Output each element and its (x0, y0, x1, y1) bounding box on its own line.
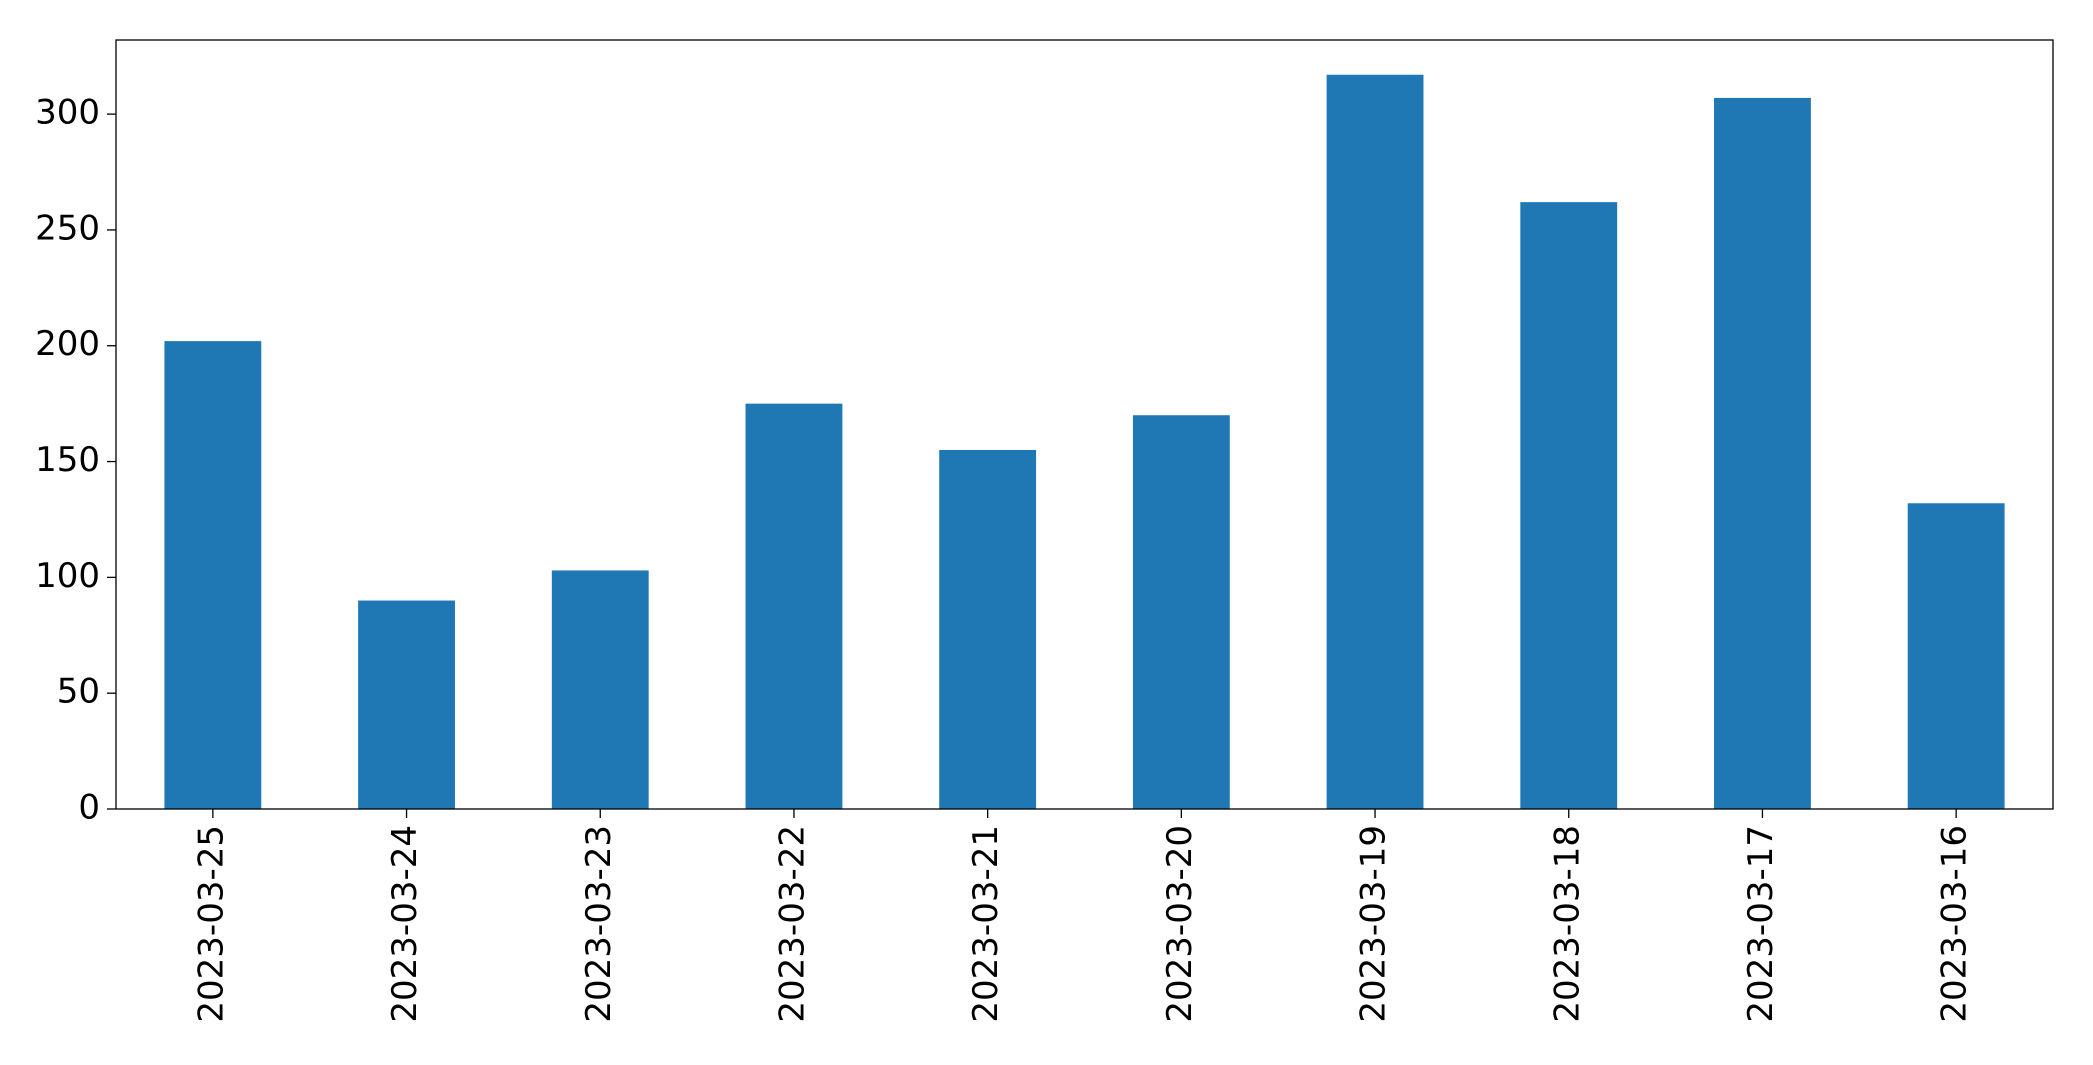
x-tick-label: 2023-03-23 (579, 825, 619, 1023)
y-tick-label: 300 (35, 93, 100, 133)
y-tick-label: 200 (35, 324, 100, 364)
bar (745, 403, 843, 809)
y-tick-label: 0 (78, 788, 100, 828)
y-tick-label: 50 (57, 672, 100, 712)
x-tick-label: 2023-03-20 (1160, 825, 1200, 1023)
bar (1132, 415, 1230, 809)
x-tick-label: 2023-03-17 (1741, 825, 1781, 1023)
bar (164, 341, 262, 809)
x-tick-label: 2023-03-18 (1547, 825, 1587, 1023)
x-tick-label: 2023-03-19 (1354, 825, 1394, 1023)
bar (1714, 97, 1811, 810)
x-tick-label: 2023-03-22 (772, 825, 812, 1023)
plot-frame (115, 39, 2054, 810)
bar (1326, 74, 1424, 810)
x-tick-label: 2023-03-16 (1935, 825, 1975, 1023)
x-tick-label: 2023-03-24 (385, 825, 425, 1023)
bar (358, 600, 455, 809)
y-tick-label: 150 (35, 440, 100, 480)
x-tick-label: 2023-03-25 (191, 825, 231, 1023)
bar (1520, 202, 1618, 809)
bar (551, 570, 649, 809)
y-tick-label: 250 (35, 208, 100, 248)
x-tick-label: 2023-03-21 (966, 825, 1006, 1023)
y-tick-label: 100 (35, 556, 100, 596)
bar (939, 449, 1037, 809)
bar (1907, 503, 2005, 809)
